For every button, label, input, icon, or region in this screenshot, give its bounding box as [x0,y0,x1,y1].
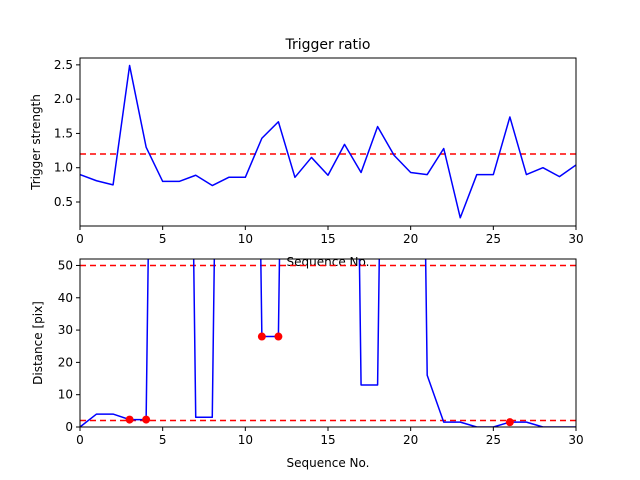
bottom-marker-point [274,332,283,341]
top-subplot: Trigger ratio 0 5 10 15 20 25 30 0.5 1.0 1.5 2.0 2… [29,37,584,269]
bottom-xlabel: Sequence No. [287,456,370,470]
bottom-x-tick-label: 0 [76,433,84,447]
bottom-x-tick-label: 30 [568,433,583,447]
bottom-axes-frame [79,258,577,428]
top-xlabel: Sequence No. [287,255,370,269]
bottom-y-tick-label: 30 [58,323,73,337]
bottom-x-ticks: 0 5 10 15 20 25 30 [76,427,584,447]
top-x-tick-label: 25 [486,232,501,246]
bottom-series-line-0 [80,259,576,427]
bottom-y-tick-label: 40 [58,291,73,305]
top-ylabel: Trigger strength [29,94,43,191]
bottom-marker-point [125,415,134,424]
bottom-ylabel: Distance [pix] [31,301,45,385]
bottom-marker-point [257,332,266,341]
top-plot-area [80,64,576,219]
top-x-ticks: 0 5 10 15 20 25 30 [76,226,584,246]
bottom-marker-point [505,418,514,427]
bottom-y-tick-label: 50 [58,258,73,272]
top-axes-frame [79,57,577,227]
top-x-tick-label: 30 [568,232,583,246]
top-y-tick-label: 1.5 [54,126,73,140]
top-y-tick-label: 2.5 [54,58,73,72]
bottom-x-tick-label: 20 [403,433,418,447]
bottom-subplot: 0 5 10 15 20 25 30 0 10 20 30 40 50 Sequence No. Di… [31,258,584,470]
top-y-ticks: 0.5 1.0 1.5 2.0 2.5 [54,58,80,209]
top-y-tick-label: 1.0 [54,161,73,175]
top-x-tick-label: 5 [159,232,167,246]
bottom-plot-area [80,259,576,427]
bottom-x-tick-label: 5 [159,433,167,447]
top-y-tick-label: 0.5 [54,195,73,209]
top-x-tick-label: 0 [76,232,84,246]
top-y-tick-label: 2.0 [54,92,73,106]
bottom-marker-point [142,415,151,424]
bottom-x-tick-label: 15 [320,433,335,447]
top-x-tick-label: 10 [238,232,253,246]
top-title: Trigger ratio [284,37,370,53]
bottom-y-tick-label: 20 [58,355,73,369]
top-x-tick-label: 20 [403,232,418,246]
bottom-y-ticks: 0 10 20 30 40 50 [58,258,80,434]
bottom-x-tick-label: 10 [238,433,253,447]
bottom-y-tick-label: 10 [58,388,73,402]
top-x-tick-label: 15 [320,232,335,246]
bottom-x-tick-label: 25 [486,433,501,447]
bottom-y-tick-label: 0 [65,420,73,434]
top-series-line-0 [80,64,576,219]
